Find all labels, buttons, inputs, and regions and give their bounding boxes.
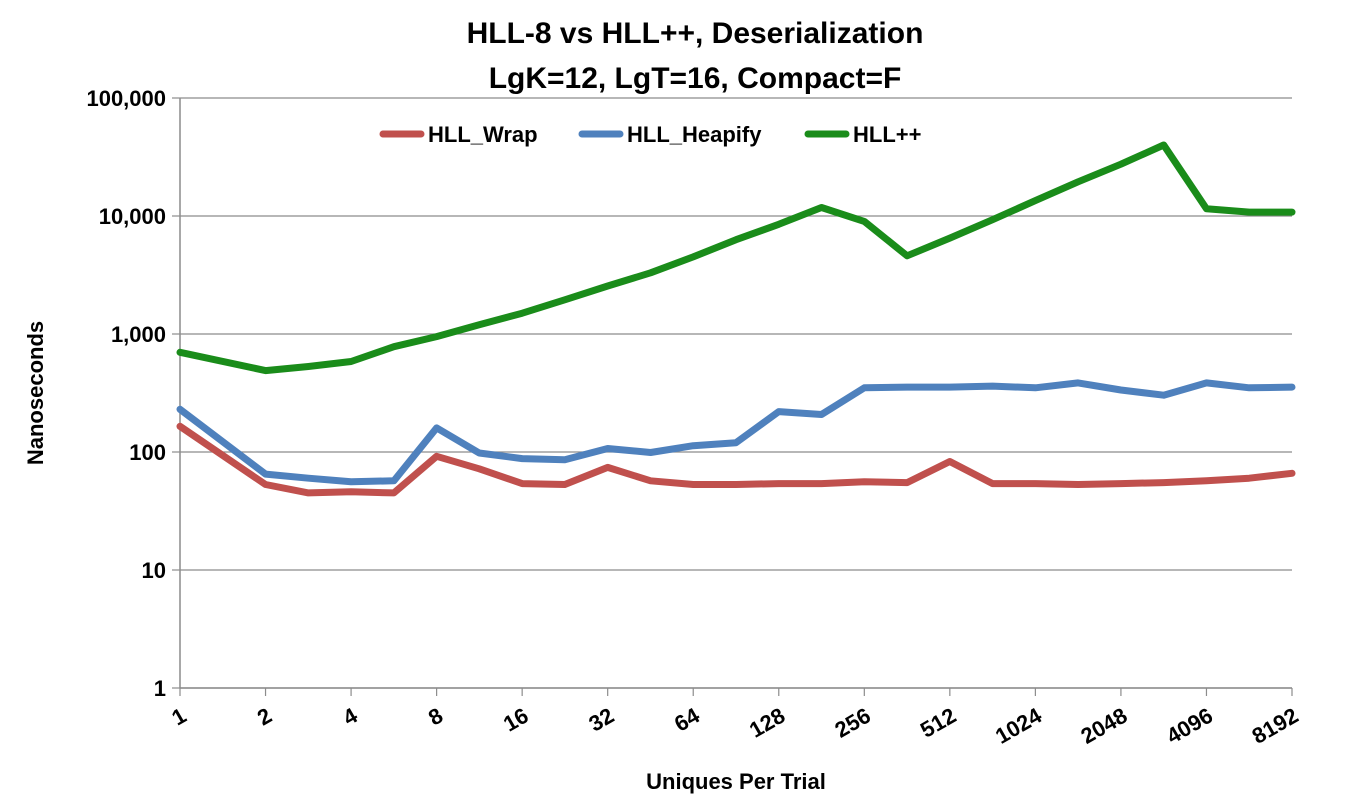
y-tick-label: 100: [129, 440, 166, 465]
legend-label-hll-wrap: HLL_Wrap: [428, 122, 538, 147]
series-line-hll: [176, 141, 1296, 375]
x-tick-label: 4096: [1162, 703, 1217, 749]
x-tick-label: 128: [745, 703, 789, 743]
axes: 1 10 100 1,000 10,000 100,000 1 2 4 8 16 32 64 128 256…: [86, 86, 1302, 749]
legend-label-hll: HLL++: [853, 122, 921, 147]
chart-title: HLL-8 vs HLL++, Deserialization: [467, 17, 924, 50]
x-tick-label: 1024: [991, 702, 1047, 749]
x-tick-label: 256: [831, 703, 875, 743]
x-tick-label: 4: [338, 702, 362, 730]
x-tick-label: 1: [167, 703, 190, 731]
x-tick-label: 2048: [1077, 703, 1132, 749]
y-tick-label: 1: [154, 676, 166, 701]
x-tick-label: 32: [584, 703, 618, 737]
y-axis-label: Nanoseconds: [23, 321, 48, 465]
x-tick-label: 8192: [1248, 703, 1303, 749]
y-tick-label: 10: [142, 558, 166, 583]
legend: HLL_Wrap HLL_Heapify HLL++: [379, 122, 921, 147]
x-tick-label: 16: [499, 703, 533, 737]
legend-label-hll-heapify: HLL_Heapify: [627, 122, 762, 147]
y-tick-label: 100,000: [86, 86, 166, 111]
x-tick-label: 8: [424, 703, 447, 731]
y-tick-label: 10,000: [99, 204, 166, 229]
x-tick-label: 512: [916, 703, 960, 743]
chart-subtitle: LgK=12, LgT=16, Compact=F: [489, 62, 902, 95]
series-line-hll-wrap: [176, 422, 1296, 497]
x-tick-label: 2: [253, 703, 276, 731]
series-line-hll-heapify: [176, 379, 1296, 486]
x-axis-label: Uniques Per Trial: [646, 769, 826, 794]
series-lines: [176, 141, 1296, 497]
x-tick-label: 64: [670, 702, 704, 736]
y-tick-label: 1,000: [111, 322, 166, 347]
